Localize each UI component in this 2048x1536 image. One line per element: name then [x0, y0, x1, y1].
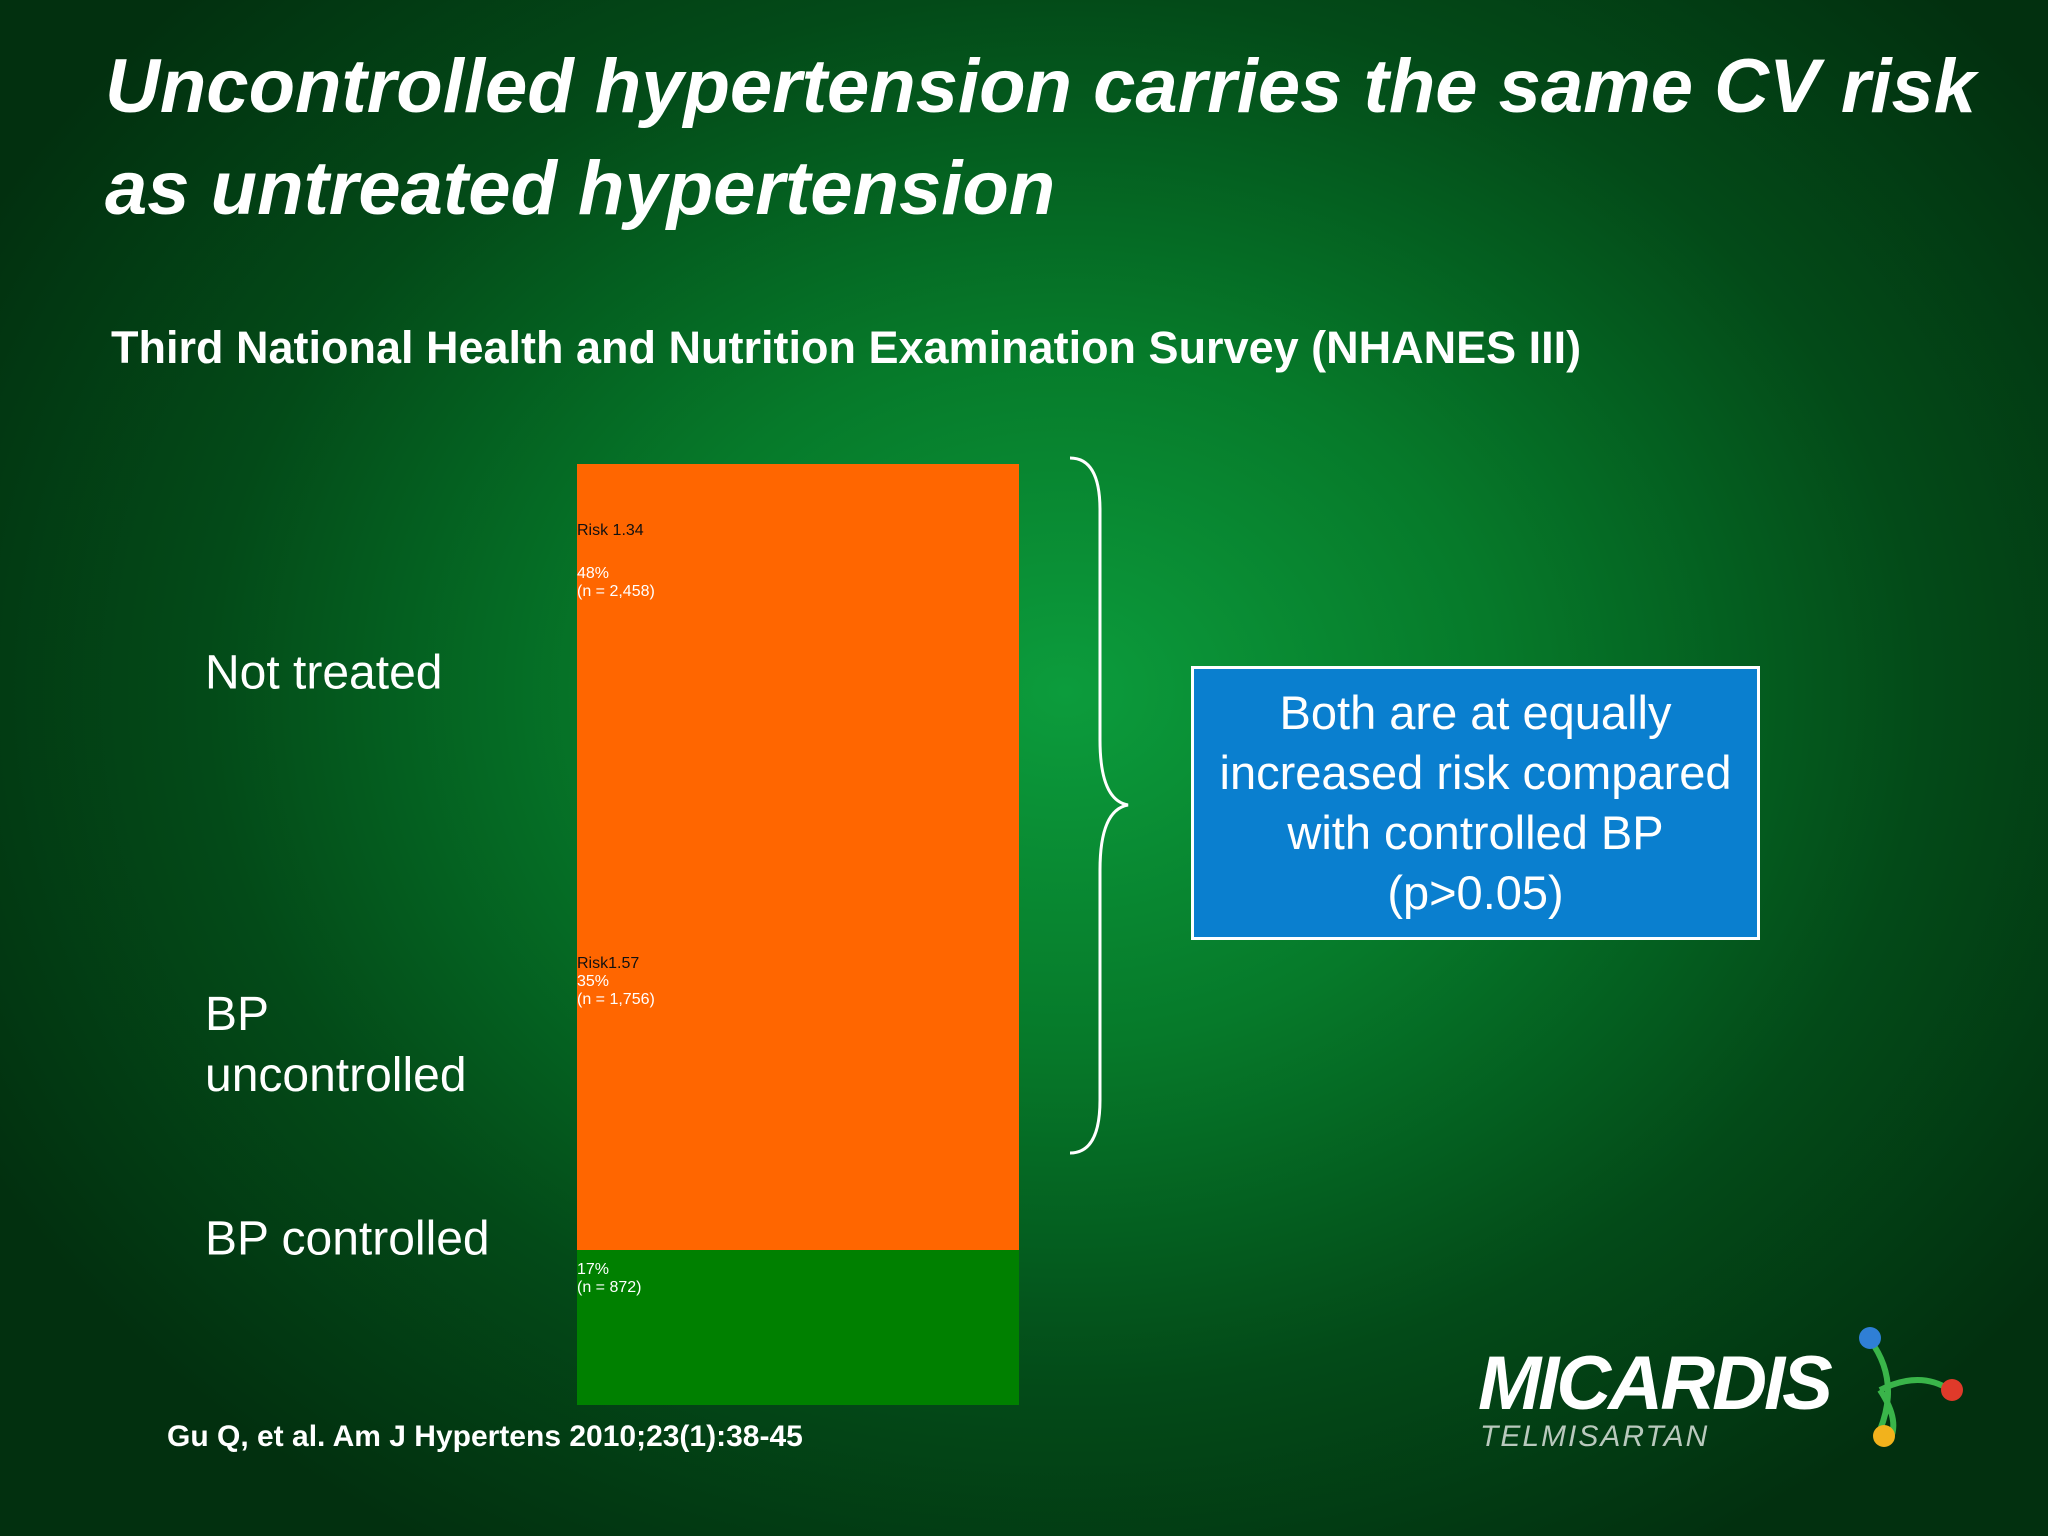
value-label: 48%: [577, 565, 610, 582]
brace: [1069, 456, 1129, 1155]
citation: Gu Q, et al. Am J Hypertens 2010;23(1):3…: [167, 1420, 803, 1453]
subtitle: Third National Health and Nutrition Exam…: [111, 322, 1582, 373]
risk-label: Risk 1.34: [577, 522, 644, 539]
n-label: (n = 872): [577, 1279, 642, 1297]
category-label: Not treated: [205, 646, 443, 700]
bar-segment: 17% (n = 872): [577, 1250, 1019, 1405]
value-label: 35%: [577, 973, 610, 991]
bar-segment: Risk1.57 35% (n = 1,756): [577, 924, 1019, 1251]
category-label: BP uncontrolled: [205, 987, 467, 1102]
bar-segment: Risk 1.34 48% (n = 2,458): [577, 464, 1019, 925]
n-label: (n = 1,756): [577, 991, 655, 1009]
annotation-box: Both are at equally increased risk compa…: [1191, 666, 1760, 940]
n-label: (n = 2,458): [577, 583, 655, 600]
logo-icon: [1859, 1327, 1963, 1447]
value-label: 17%: [577, 1261, 610, 1279]
annotation: Both are at equally increased risk compa…: [1219, 686, 1732, 919]
title: Uncontrolled hypertension carries the sa…: [105, 44, 1977, 231]
risk-label: Risk1.57: [577, 955, 640, 973]
logo-brand: MICARDIS: [1478, 1341, 1833, 1426]
stacked-bar: Risk 1.34 48% (n = 2,458) Risk1.57 35% (n = 1…: [577, 464, 1019, 1405]
logo-generic: TELMISARTAN: [1480, 1420, 1710, 1453]
category-label: BP controlled: [205, 1212, 490, 1266]
